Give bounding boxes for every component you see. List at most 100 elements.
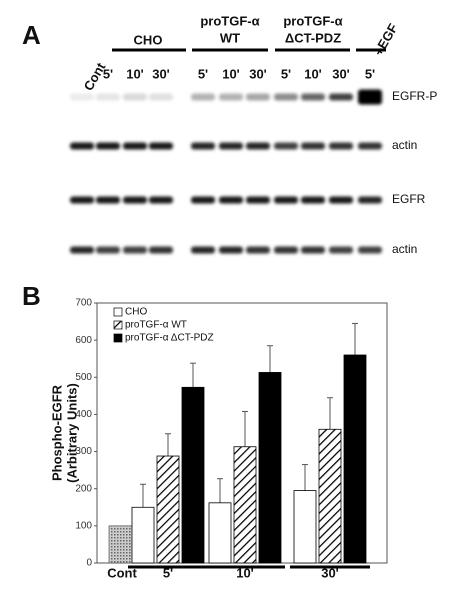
panel-label: A: [22, 20, 41, 50]
lane-label: 5': [365, 66, 375, 81]
y-axis-label: Phospho-EGFR: [49, 384, 64, 481]
band: [191, 246, 215, 254]
band: [70, 93, 94, 101]
band: [301, 142, 325, 150]
band: [246, 196, 270, 204]
x-tick-label: 30': [321, 565, 339, 580]
bar: [293, 490, 317, 564]
band: [246, 93, 270, 101]
band: [301, 196, 325, 204]
lane-label: 10': [222, 66, 240, 81]
band: [329, 93, 353, 101]
band: [358, 89, 382, 105]
blot-label: EGFR-P: [392, 89, 437, 103]
band: [274, 196, 298, 204]
band: [246, 246, 270, 254]
band: [191, 196, 215, 204]
band: [329, 246, 353, 254]
blot-label: actin: [392, 138, 417, 152]
group-label: WT: [220, 30, 240, 45]
bar: [181, 386, 205, 564]
band: [96, 196, 120, 204]
band: [329, 196, 353, 204]
legend-label: CHO: [125, 307, 147, 318]
band: [149, 196, 173, 204]
band: [96, 246, 120, 254]
lane-label: 30': [249, 66, 267, 81]
band: [96, 142, 120, 150]
band: [274, 246, 298, 254]
band: [123, 246, 147, 254]
lane-label: 10': [304, 66, 322, 81]
band: [123, 142, 147, 150]
band: [274, 142, 298, 150]
bar: [208, 502, 232, 564]
y-tick-label: 0: [86, 558, 92, 569]
band: [191, 93, 215, 101]
y-tick-label: 700: [75, 298, 92, 309]
y-tick-label: 300: [75, 446, 92, 457]
band: [274, 93, 298, 101]
band: [246, 142, 270, 150]
lane-label: 10': [126, 66, 144, 81]
bar: [258, 372, 282, 564]
panel-a: A CHO proTGF-α WT proTGF-α ΔCT-PDZ +EGF …: [22, 13, 437, 256]
bar: [156, 455, 180, 564]
group-label: proTGF-α: [200, 13, 259, 28]
group-label: +EGF: [371, 21, 401, 58]
y-tick-label: 500: [75, 372, 92, 383]
bar: [131, 506, 155, 564]
band: [149, 142, 173, 150]
bar: [233, 446, 257, 564]
lane-label: 5': [103, 66, 113, 81]
band: [191, 142, 215, 150]
x-tick-label: Cont: [107, 565, 137, 580]
band: [301, 246, 325, 254]
band: [219, 196, 243, 204]
lane-label: 30': [152, 66, 170, 81]
blot: [70, 89, 382, 254]
x-tick-label: 10': [236, 565, 254, 580]
y-tick-label: 200: [75, 483, 92, 494]
y-tick-label: 100: [75, 520, 92, 531]
band: [358, 142, 382, 150]
bar: [318, 428, 342, 564]
lane-label: 5': [198, 66, 208, 81]
band: [149, 93, 173, 101]
blot-label: EGFR: [392, 192, 426, 206]
y-tick-label: 600: [75, 335, 92, 346]
band: [96, 93, 120, 101]
legend-box: [110, 305, 240, 347]
band: [123, 93, 147, 101]
band: [301, 93, 325, 101]
band: [123, 196, 147, 204]
lane-label: 5': [281, 66, 291, 81]
panel-label: B: [22, 281, 41, 311]
band: [219, 142, 243, 150]
group-label: ΔCT-PDZ: [285, 30, 341, 45]
band: [329, 142, 353, 150]
x-tick-label: 5': [163, 565, 173, 580]
band: [70, 246, 94, 254]
legend-swatch: [113, 307, 123, 317]
group-label: proTGF-α: [283, 13, 342, 28]
band: [219, 93, 243, 101]
panel-b: B 0 100 200 300 400 500 600 700 Phospho-EGFR (Arb…: [22, 281, 388, 580]
band: [358, 246, 382, 254]
legend-swatch: [113, 320, 123, 330]
y-tick-label: 400: [75, 409, 92, 420]
band: [70, 142, 94, 150]
band: [149, 246, 173, 254]
band: [70, 196, 94, 204]
legend-label: proTGF-α ΔCT-PDZ: [125, 333, 214, 344]
band: [358, 196, 382, 204]
lane-label: 30': [332, 66, 350, 81]
band: [219, 246, 243, 254]
y-axis-label: (Arbitrary Units): [64, 383, 79, 483]
legend-swatch: [113, 333, 123, 343]
legend-label: proTGF-α WT: [125, 320, 187, 331]
bar: [343, 354, 367, 564]
blot-label: actin: [392, 242, 417, 256]
group-label: CHO: [134, 32, 163, 47]
